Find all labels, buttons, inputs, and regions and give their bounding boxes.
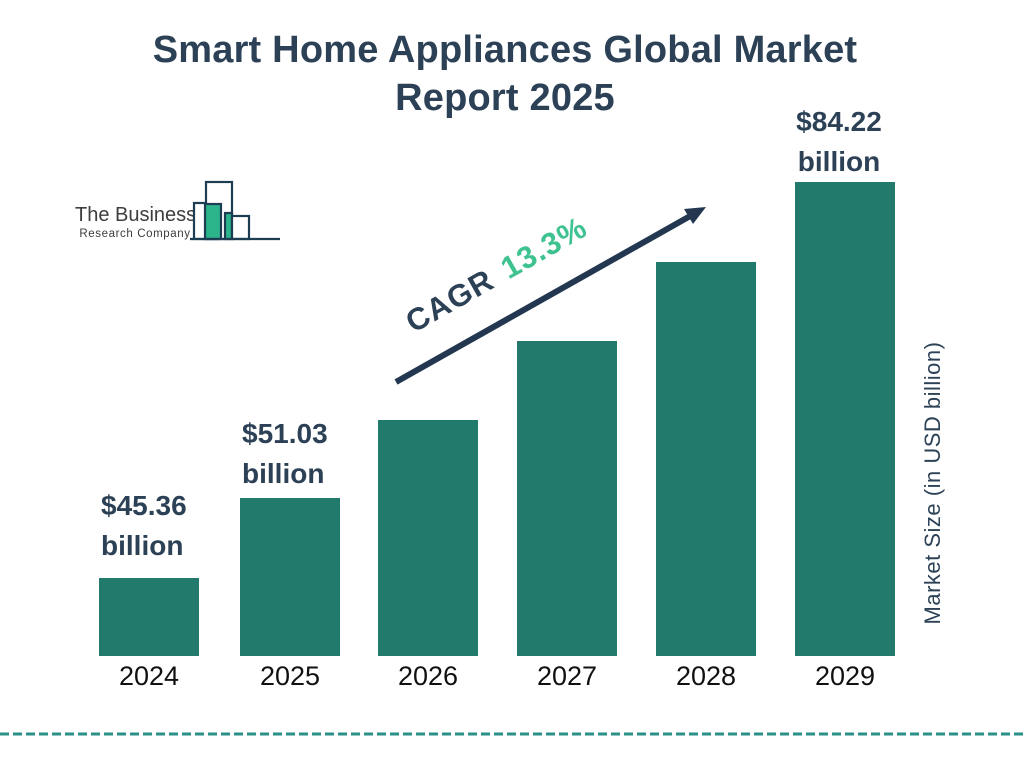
chart-title: Smart Home Appliances Global Market Repo… — [0, 26, 1010, 122]
value-label-2029-unit: billion — [797, 146, 881, 177]
growth-arrow-line — [394, 212, 694, 385]
logo-bar-chart-icon — [190, 180, 280, 241]
year-label-2025: 2025 — [259, 661, 321, 691]
value-label-2025-amount: $51.03 — [242, 418, 328, 449]
value-label-2024: $45.36 billion — [101, 486, 187, 566]
value-label-2025: $51.03 billion — [242, 414, 328, 494]
year-label-2029: 2029 — [814, 661, 876, 691]
company-logo: The Business Research Company — [75, 178, 285, 244]
chart-title-line2: Report 2025 — [395, 77, 615, 119]
company-logo-text: The Business Research Company — [75, 204, 197, 240]
chart-title-line1: Smart Home Appliances Global Market — [152, 29, 858, 71]
bar-2025 — [240, 498, 340, 656]
year-label-2027: 2027 — [536, 661, 598, 691]
bar-2024 — [99, 578, 199, 656]
value-label-2024-unit: billion — [101, 530, 184, 561]
value-label-2029-amount: $84.22 — [796, 106, 882, 137]
company-subname: Research Company — [79, 228, 191, 240]
y-axis-label: Market Size (in USD billion) — [920, 341, 945, 625]
year-label-2026: 2026 — [397, 661, 459, 691]
year-label-2028: 2028 — [675, 661, 737, 691]
growth-arrow-head-icon — [684, 207, 706, 224]
value-label-2025-unit: billion — [242, 458, 325, 489]
bar-2028 — [656, 262, 756, 656]
year-label-2024: 2024 — [118, 661, 180, 691]
bar-2029 — [795, 182, 895, 656]
value-label-2024-amount: $45.36 — [101, 490, 187, 521]
company-name: The Business — [75, 204, 197, 226]
bar-2027 — [517, 341, 617, 656]
value-label-2029: $84.22 billion — [794, 102, 884, 182]
bar-2026 — [378, 420, 478, 656]
